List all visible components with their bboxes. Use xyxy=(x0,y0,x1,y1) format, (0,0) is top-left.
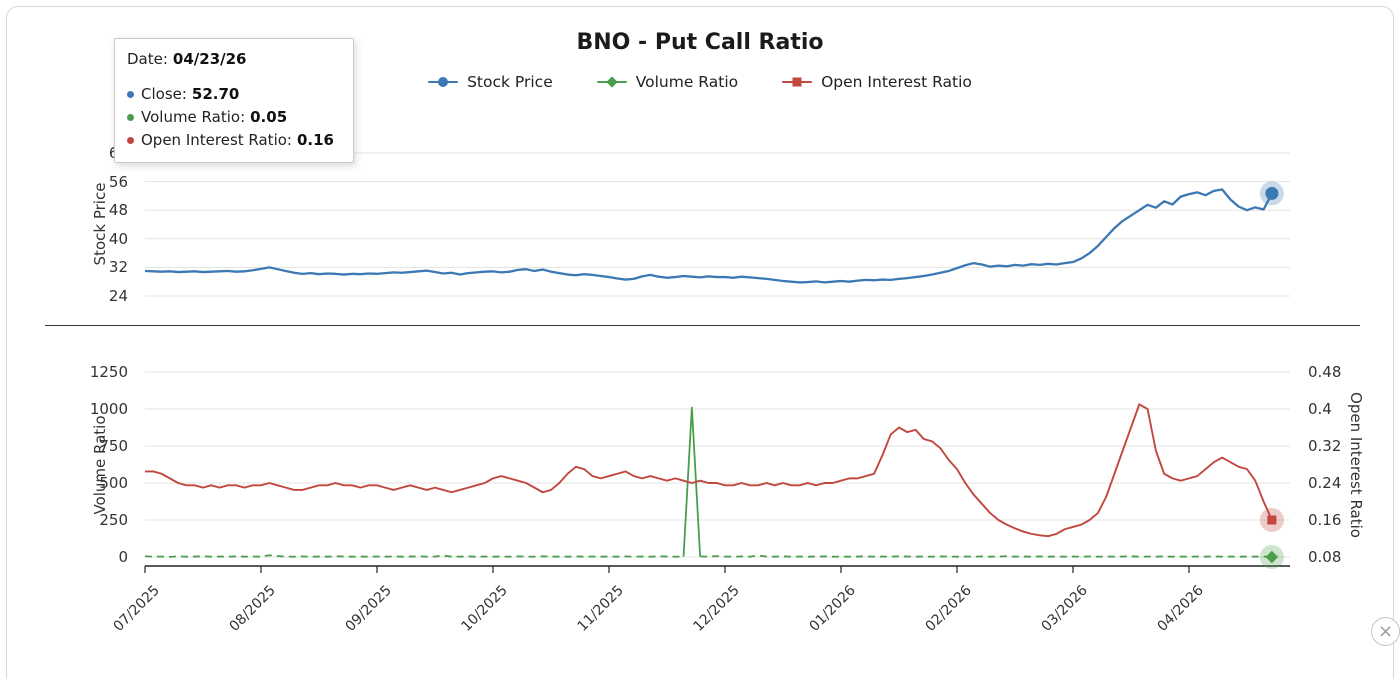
tooltip-close-value: 52.70 xyxy=(191,85,240,103)
tooltip-volume-ratio-value: 0.05 xyxy=(250,108,288,126)
legend-item-volume-ratio[interactable]: Volume Ratio xyxy=(596,73,739,91)
legend-label-volume-ratio: Volume Ratio xyxy=(635,73,739,91)
tooltip-close-label: Close: xyxy=(141,85,187,103)
panel-divider xyxy=(45,325,1360,326)
open-interest-line[interactable] xyxy=(145,403,1273,538)
volume-ratio-line[interactable] xyxy=(144,554,684,558)
tooltip-date-value: 04/23/26 xyxy=(172,50,247,68)
close-icon: × xyxy=(1377,621,1394,642)
stock-price-legend-marker-icon xyxy=(428,76,459,88)
open-interest-bullet-icon xyxy=(127,137,134,144)
open-interest-legend-marker-icon xyxy=(782,76,813,88)
volume-ratio-legend-marker-icon xyxy=(596,76,627,88)
chart-legend: Stock Price Volume Ratio Open Interest R… xyxy=(0,73,1400,91)
legend-item-stock-price[interactable]: Stock Price xyxy=(428,73,553,91)
stock-price-line[interactable] xyxy=(144,188,1273,284)
chart-tooltip: Date: 04/23/26 Close: 52.70 Volume Ratio: 0… xyxy=(114,38,354,163)
close-button[interactable]: × xyxy=(1371,617,1400,646)
volume-ratio-bullet-icon xyxy=(127,114,134,121)
stock-price-bullet-icon xyxy=(127,91,134,98)
legend-label-stock-price: Stock Price xyxy=(467,73,553,91)
tooltip-open-interest-label: Open Interest Ratio: xyxy=(141,131,292,149)
volume-ratio-line[interactable] xyxy=(682,406,702,557)
chart-title: BNO - Put Call Ratio xyxy=(576,30,824,55)
tooltip-volume-ratio-label: Volume Ratio: xyxy=(141,108,246,126)
stock-price-end-marker[interactable] xyxy=(1265,186,1279,200)
tooltip-open-interest-row: Open Interest Ratio: 0.16 xyxy=(127,129,341,152)
legend-item-open-interest-ratio[interactable]: Open Interest Ratio xyxy=(782,73,972,91)
tooltip-close-row: Close: 52.70 xyxy=(127,83,341,106)
tooltip-date-row: Date: 04/23/26 xyxy=(127,50,341,68)
tooltip-open-interest-value: 0.16 xyxy=(296,131,334,149)
open-interest-end-marker[interactable] xyxy=(1267,515,1277,525)
tooltip-date-label: Date: xyxy=(127,50,168,68)
tooltip-volume-ratio-row: Volume Ratio: 0.05 xyxy=(127,106,341,129)
legend-label-open-interest-ratio: Open Interest Ratio xyxy=(821,73,972,91)
